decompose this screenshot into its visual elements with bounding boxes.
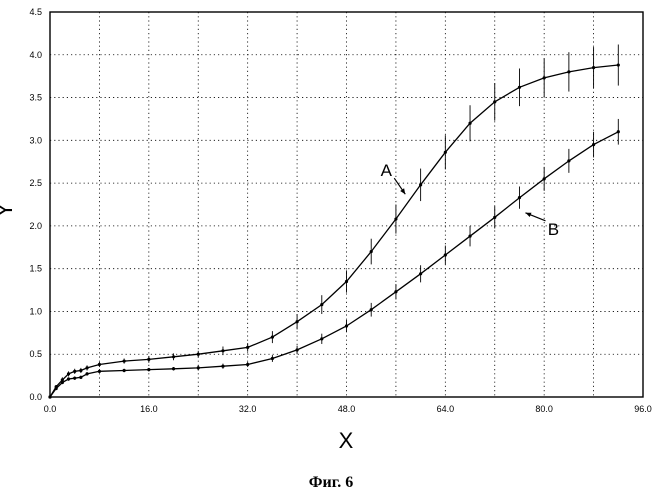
arrowhead [400,188,405,194]
data-point [67,372,70,375]
data-point [221,365,224,368]
grid [50,12,643,397]
arrowhead [525,213,531,217]
x-axis-title: X [339,428,354,453]
data-point [493,216,496,219]
data-point [345,324,348,327]
x-tick-label: 80.0 [535,404,553,414]
data-point [345,280,348,283]
y-axis-title: Y [0,202,17,217]
data-point [197,366,200,369]
y-axis-ticks: 0.0 0.5 1.0 1.5 2.0 2.5 3.0 3.5 4.0 4.5 [29,7,42,402]
data-point [79,369,82,372]
data-point [567,70,570,73]
data-point [85,366,88,369]
y-tick-label: 3.5 [29,93,42,103]
x-tick-label: 64.0 [437,404,455,414]
y-tick-label: 0.0 [29,392,42,402]
data-point [320,303,323,306]
data-point [295,320,298,323]
y-tick-label: 0.5 [29,349,42,359]
data-point [444,253,447,256]
data-point [67,377,70,380]
data-point [123,369,126,372]
data-point [617,130,620,133]
y-tick-label: 2.0 [29,221,42,231]
curve-label-b: B [548,220,559,239]
data-point [48,395,51,398]
data-point [567,159,570,162]
data-point [246,363,249,366]
figure-caption: Фиг. 6 [0,474,662,492]
data-point [493,100,496,103]
x-tick-label: 32.0 [239,404,257,414]
data-point [85,372,88,375]
plot-frame [50,12,643,397]
data-point [419,183,422,186]
data-point [394,290,397,293]
data-point [147,358,150,361]
data-point [370,250,373,253]
data-point [419,272,422,275]
series-b [48,119,619,399]
data-point [518,196,521,199]
x-tick-label: 16.0 [140,404,158,414]
data-point [271,357,274,360]
data-point [197,353,200,356]
data-point [370,308,373,311]
data-point [98,370,101,373]
data-point [271,336,274,339]
data-point [172,367,175,370]
data-point [468,122,471,125]
data-point [123,359,126,362]
data-point [98,363,101,366]
series-line [50,132,618,397]
x-tick-label: 0.0 [44,404,57,414]
data-point [295,348,298,351]
y-tick-label: 2.5 [29,178,42,188]
y-tick-label: 3.0 [29,135,42,145]
data-point [61,381,64,384]
data-point [543,76,546,79]
data-point [543,177,546,180]
data-point [394,217,397,220]
data-point [73,370,76,373]
curve-label-a: A [381,161,393,180]
data-point [320,337,323,340]
data-point [55,387,58,390]
data-point [221,349,224,352]
data-point [444,151,447,154]
y-tick-label: 1.5 [29,264,42,274]
x-tick-label: 48.0 [338,404,356,414]
x-axis-ticks: 0.0 16.0 32.0 48.0 64.0 80.0 96.0 [44,404,652,414]
data-point [172,355,175,358]
data-point [73,377,76,380]
data-point [617,63,620,66]
data-point [592,66,595,69]
data-point [592,143,595,146]
data-point [468,235,471,238]
series-line [50,65,618,397]
data-point [246,346,249,349]
y-tick-label: 4.0 [29,50,42,60]
data-point [79,376,82,379]
x-tick-label: 96.0 [634,404,652,414]
data-point [147,368,150,371]
data-point [518,86,521,89]
y-tick-label: 1.0 [29,306,42,316]
y-tick-label: 4.5 [29,7,42,17]
